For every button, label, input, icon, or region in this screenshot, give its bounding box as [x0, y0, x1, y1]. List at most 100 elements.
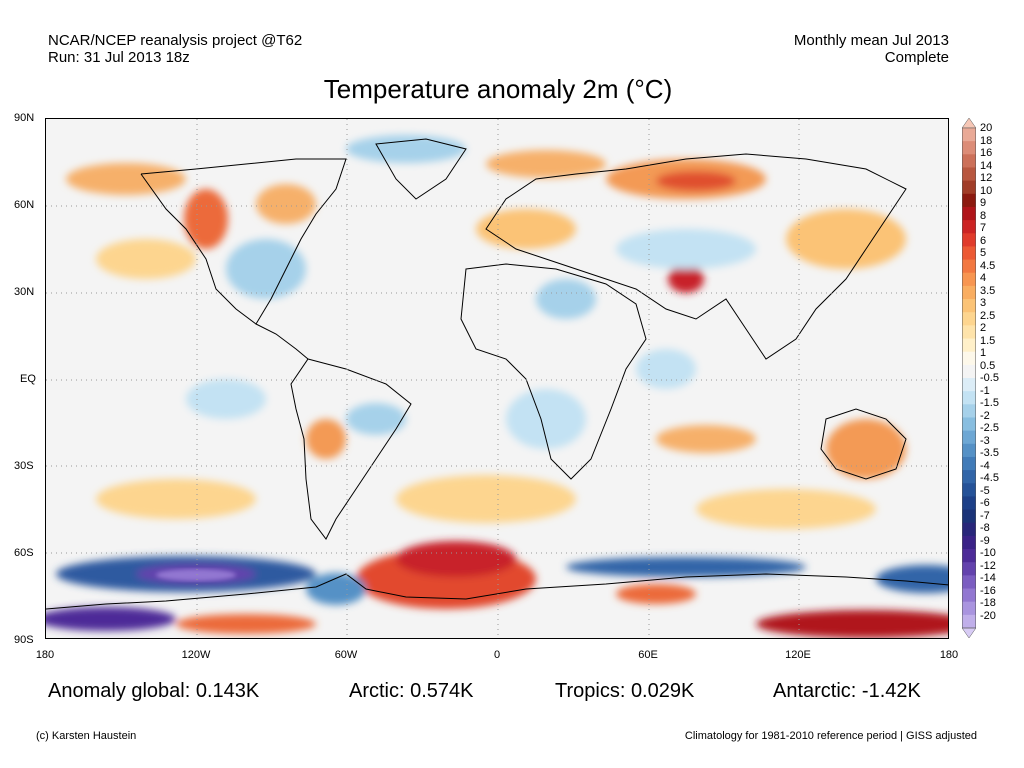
colorbar-swatch	[962, 378, 976, 392]
colorbar-label: 8	[980, 209, 987, 222]
colorbar-label: -7	[980, 509, 990, 522]
period-info: Monthly mean Jul 2013	[793, 32, 949, 49]
antarctic-anomaly: Antarctic: -1.42K	[773, 680, 921, 702]
colorbar-swatch	[962, 549, 976, 563]
colorbar-swatch	[962, 299, 976, 313]
colorbar-label: 20	[980, 122, 993, 134]
colorbar-swatch	[962, 496, 976, 511]
colorbar	[962, 118, 976, 638]
colorbar-swatch	[962, 154, 976, 168]
lat-label: EQ	[20, 373, 36, 385]
colorbar-swatch	[962, 470, 976, 484]
colorbar-swatch	[962, 351, 976, 366]
colorbar-label: 5	[980, 247, 987, 259]
colorbar-swatch	[962, 417, 976, 432]
colorbar-swatch	[962, 338, 976, 353]
colorbar-swatch	[962, 285, 976, 300]
anomaly-field	[46, 135, 948, 638]
lon-label: 180	[939, 649, 959, 661]
coastlines	[46, 138, 948, 610]
colorbar-label: -6	[980, 497, 990, 509]
colorbar-label: -5	[980, 484, 990, 497]
colorbar-label: 9	[980, 197, 987, 209]
lon-label: 180	[35, 649, 55, 661]
colorbar-swatch	[962, 141, 976, 155]
colorbar-label: 4	[980, 272, 987, 284]
run-date: Run: 31 Jul 2013 18z	[48, 49, 190, 66]
colorbar-label: 18	[980, 134, 993, 147]
colorbar-swatch	[962, 562, 976, 576]
map-canvas	[46, 119, 948, 638]
colorbar-swatch	[962, 118, 976, 129]
colorbar-swatch	[962, 509, 976, 524]
colorbar-label: 7	[980, 222, 987, 234]
colorbar-label: -2.5	[980, 422, 999, 434]
colorbar-label: 12	[980, 172, 993, 184]
colorbar-label: -10	[980, 547, 996, 559]
model-run-info: NCAR/NCEP reanalysis project @T62	[48, 32, 303, 49]
lat-label: 90N	[14, 112, 35, 124]
colorbar-label: -1.5	[980, 397, 999, 409]
colorbar-swatch	[962, 522, 976, 537]
colorbar-label: 10	[980, 184, 993, 197]
colorbar-label: -4	[980, 459, 990, 472]
global-anomaly: Anomaly global: 0.143K	[48, 680, 260, 702]
colorbar-swatch	[962, 443, 976, 458]
colorbar-swatch	[962, 259, 976, 274]
colorbar-label: 16	[980, 147, 993, 159]
colorbar-swatch	[962, 272, 976, 287]
colorbar-label: 2.5	[980, 309, 996, 322]
colorbar-swatch	[962, 193, 976, 208]
lon-label: 120W	[181, 649, 211, 661]
colorbar-swatch	[962, 483, 976, 497]
colorbar-swatch	[962, 128, 976, 142]
climatology-note: Climatology for 1981-2010 reference peri…	[684, 730, 977, 742]
lon-label: 60E	[638, 649, 658, 661]
copyright: (c) Karsten Haustein	[36, 730, 137, 742]
page-title: Temperature anomaly 2m (°C)	[323, 74, 673, 104]
colorbar-label: -3	[980, 434, 990, 447]
colorbar-swatch	[962, 167, 976, 182]
graticule	[46, 119, 948, 638]
colorbar-swatch	[962, 535, 976, 550]
lat-label: 60N	[14, 199, 35, 211]
colorbar-frame	[962, 127, 976, 629]
colorbar-label: 1.5	[980, 334, 996, 347]
colorbar-swatch	[962, 233, 976, 247]
lon-label: 60W	[334, 649, 358, 661]
arctic-anomaly: Arctic: 0.574K	[349, 680, 474, 702]
colorbar-label: -3.5	[980, 447, 999, 459]
colorbar-swatch	[962, 588, 976, 603]
colorbar-label: 2	[980, 322, 987, 334]
colorbar-swatch	[962, 601, 976, 616]
anomaly-map	[45, 118, 949, 639]
colorbar-label: -20	[980, 609, 996, 622]
colorbar-label: -14	[980, 572, 996, 584]
colorbar-label: 6	[980, 234, 987, 247]
colorbar-label: 1	[980, 347, 987, 359]
colorbar-label: -1	[980, 384, 990, 397]
colorbar-swatch	[962, 246, 976, 261]
colorbar-swatch	[962, 220, 976, 234]
anomaly-minimum	[156, 569, 236, 581]
colorbar-swatch	[962, 404, 976, 418]
lat-label: 30N	[14, 286, 35, 298]
colorbar-label: -2	[980, 409, 990, 422]
colorbar-label: -12	[980, 559, 996, 572]
colorbar-swatch	[962, 575, 976, 590]
colorbar-label: -8	[980, 522, 990, 534]
colorbar-label: -0.5	[980, 372, 999, 384]
lat-label: 90S	[14, 634, 34, 646]
colorbar-label: -18	[980, 597, 996, 609]
colorbar-label: 4.5	[980, 259, 996, 272]
lat-label: 60S	[14, 547, 34, 559]
tropics-anomaly: Tropics: 0.029K	[555, 680, 695, 702]
colorbar-swatch	[962, 180, 976, 195]
colorbar-swatch	[962, 206, 976, 221]
colorbar-label: 3.5	[980, 284, 996, 297]
colorbar-swatch	[962, 456, 976, 471]
lat-label: 30S	[14, 460, 34, 472]
colorbar-label: -9	[980, 534, 990, 547]
colorbar-swatch	[962, 430, 976, 445]
colorbar-label: -16	[980, 584, 996, 597]
